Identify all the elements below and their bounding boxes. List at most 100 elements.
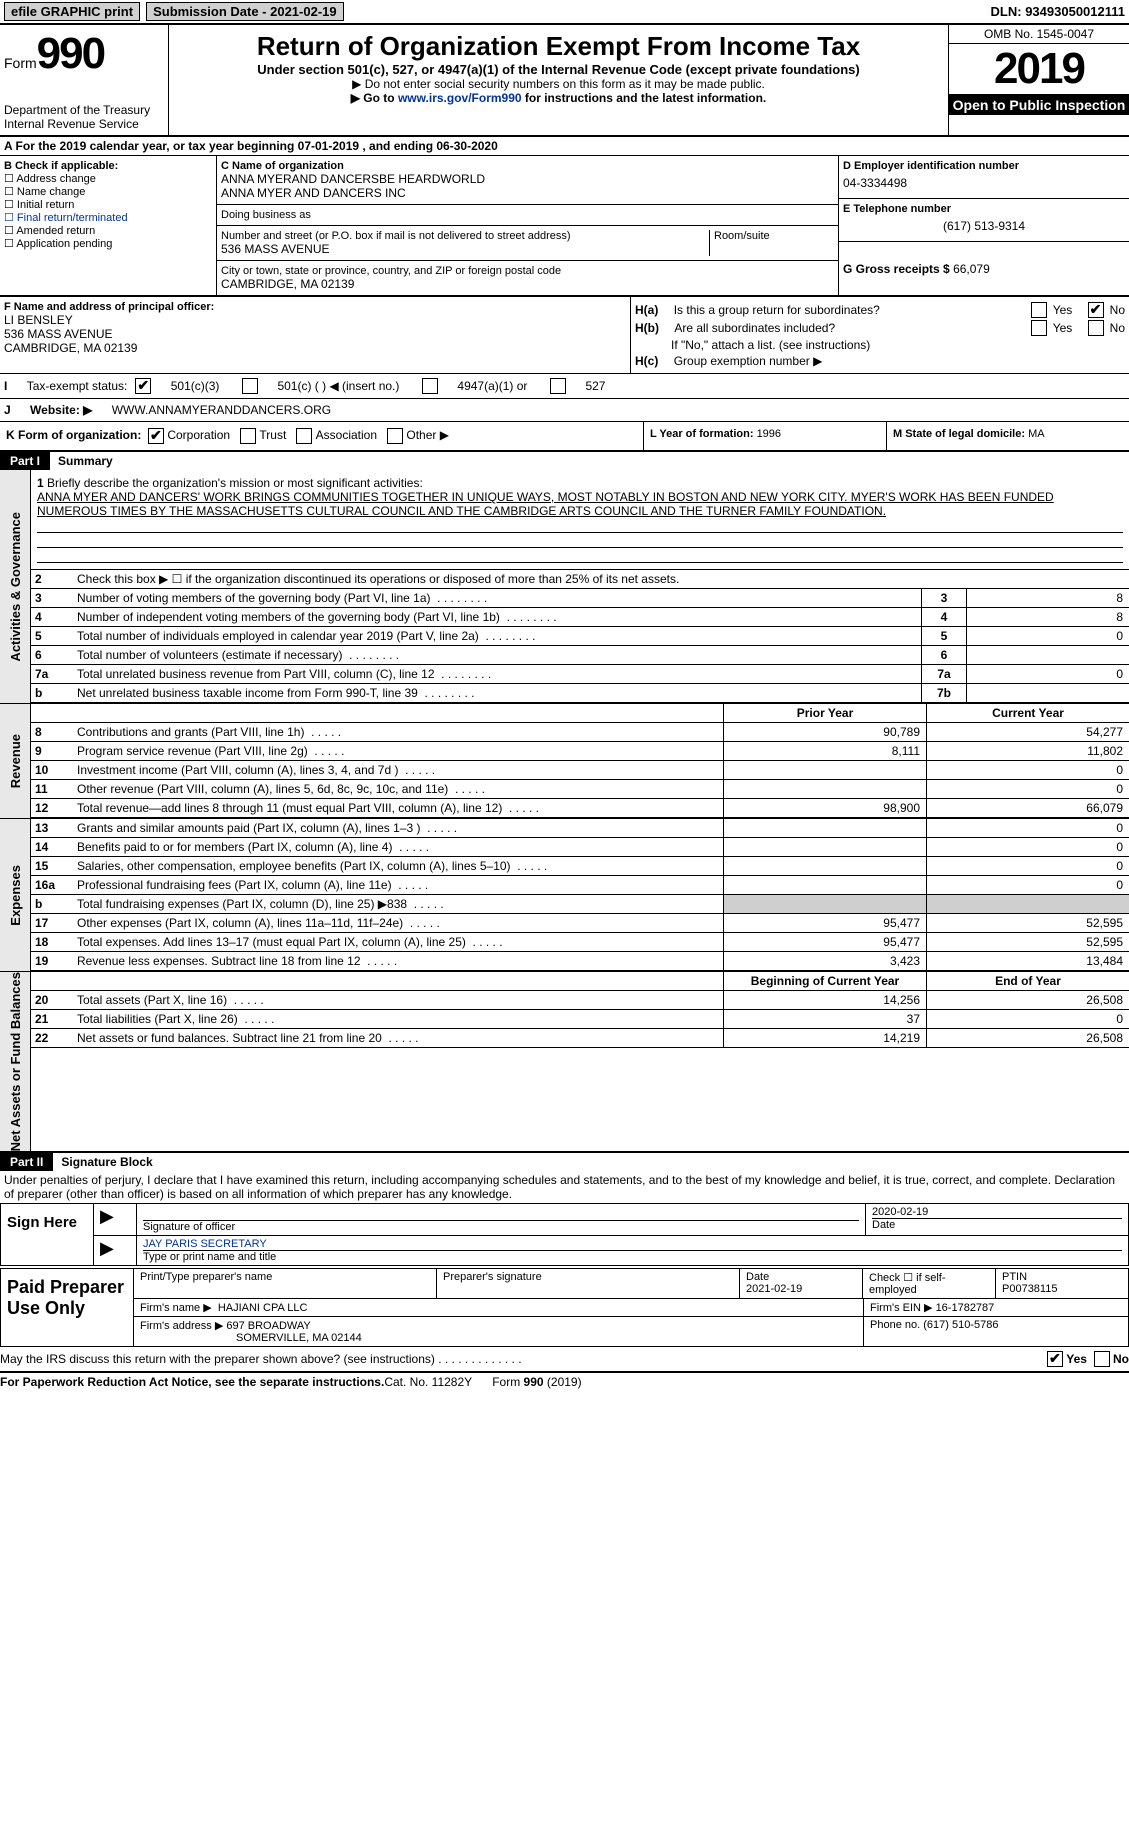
chk-4947[interactable]	[422, 378, 438, 394]
fin-line-b: bTotal fundraising expenses (Part IX, co…	[31, 895, 1129, 914]
fin-line-9: 9Program service revenue (Part VIII, lin…	[31, 742, 1129, 761]
Ha-yes[interactable]	[1031, 302, 1047, 318]
form-subtitle: Under section 501(c), 527, or 4947(a)(1)…	[175, 62, 942, 77]
dln: DLN: 93493050012111	[991, 4, 1125, 19]
section-activities-governance: Activities & Governance 1 Briefly descri…	[0, 470, 1129, 704]
sign-date: 2020-02-19	[872, 1206, 1122, 1218]
form-word: Form	[4, 55, 37, 71]
declaration-text: Under penalties of perjury, I declare th…	[0, 1171, 1129, 1203]
chk-other[interactable]	[387, 428, 403, 444]
line-KLM: K Form of organization: Corporation Trus…	[0, 422, 1129, 452]
telephone: (617) 513-9314	[843, 215, 1125, 237]
fin-line-17: 17Other expenses (Part IX, column (A), l…	[31, 914, 1129, 933]
chk-final-return[interactable]: ☐ Final return/terminated	[4, 211, 212, 224]
form-title: Return of Organization Exempt From Incom…	[175, 31, 942, 62]
column-B: B Check if applicable: ☐ Address change …	[0, 156, 217, 295]
fin-line-20: 20Total assets (Part X, line 16) . . . .…	[31, 991, 1129, 1010]
column-D: D Employer identification number 04-3334…	[839, 156, 1129, 295]
officer-city: CAMBRIDGE, MA 02139	[4, 341, 626, 355]
tax-year: 2019	[949, 44, 1129, 94]
principal-officer-H: F Name and address of principal officer:…	[0, 297, 1129, 374]
officer-printed-name: JAY PARIS SECRETARY	[143, 1238, 1122, 1250]
year-formation: 1996	[757, 428, 781, 440]
submission-date-button[interactable]: Submission Date - 2021-02-19	[146, 2, 344, 21]
fin-line-16a: 16aProfessional fundraising fees (Part I…	[31, 876, 1129, 895]
fin-line-11: 11Other revenue (Part VIII, column (A), …	[31, 780, 1129, 799]
officer-addr: 536 MASS AVENUE	[4, 327, 626, 341]
firm-ein: 16-1782787	[936, 1302, 995, 1314]
officer-name: LI BENSLEY	[4, 313, 626, 327]
dba-label: Doing business as	[221, 209, 834, 221]
Hb-yes[interactable]	[1031, 320, 1047, 336]
gov-line-5: 5Total number of individuals employed in…	[31, 627, 1129, 646]
form-page-number: Form 990 (2019)	[492, 1375, 581, 1389]
gross-receipts: 66,079	[953, 262, 990, 276]
Ha-no[interactable]	[1088, 302, 1104, 318]
fin-line-10: 10Investment income (Part VIII, column (…	[31, 761, 1129, 780]
chk-association[interactable]	[296, 428, 312, 444]
city-state-zip: CAMBRIDGE, MA 02139	[221, 277, 834, 291]
website-url: WWW.ANNAMYERANDDANCERS.ORG	[112, 403, 331, 417]
discuss-no[interactable]	[1094, 1351, 1110, 1367]
firm-phone: (617) 510-5786	[923, 1319, 998, 1331]
chk-application-pending[interactable]: ☐ Application pending	[4, 237, 212, 250]
preparer-date: 2021-02-19	[746, 1283, 802, 1295]
firm-name: HAJIANI CPA LLC	[218, 1302, 308, 1314]
legal-domicile: MA	[1028, 428, 1045, 440]
line-J-website: J Website: ▶ WWW.ANNAMYERANDDANCERS.ORG	[0, 399, 1129, 422]
chk-name-change[interactable]: ☐ Name change	[4, 185, 212, 198]
section-revenue: Revenue Prior Year Current Year 8Contrib…	[0, 704, 1129, 819]
section-expenses: Expenses 13Grants and similar amounts pa…	[0, 819, 1129, 972]
fin-line-14: 14Benefits paid to or for members (Part …	[31, 838, 1129, 857]
Hb-no[interactable]	[1088, 320, 1104, 336]
line-I-tax-exempt: I Tax-exempt status: 501(c)(3) 501(c) ( …	[0, 374, 1129, 399]
street-address: 536 MASS AVENUE	[221, 242, 709, 256]
firm-address: 697 BROADWAY	[226, 1320, 310, 1332]
form-header: Form990 Department of the Treasury Inter…	[0, 25, 1129, 137]
submission-date-value: 2021-02-19	[270, 4, 337, 19]
open-to-public: Open to Public Inspection	[949, 94, 1129, 115]
chk-amended-return[interactable]: ☐ Amended return	[4, 224, 212, 237]
signature-of-officer-label: Signature of officer	[143, 1220, 859, 1233]
chk-self-employed[interactable]: Check ☐ if self-employed	[863, 1269, 996, 1298]
efile-print-button[interactable]: efile GRAPHIC print	[4, 2, 140, 21]
chk-527[interactable]	[550, 378, 566, 394]
room-suite-label: Room/suite	[714, 230, 834, 242]
fin-line-12: 12Total revenue—add lines 8 through 11 (…	[31, 799, 1129, 818]
note-ssn: ▶ Do not enter social security numbers o…	[175, 77, 942, 91]
fin-line-13: 13Grants and similar amounts paid (Part …	[31, 819, 1129, 838]
fin-line-15: 15Salaries, other compensation, employee…	[31, 857, 1129, 876]
gov-line-b: bNet unrelated business taxable income f…	[31, 684, 1129, 703]
chk-trust[interactable]	[240, 428, 256, 444]
gov-line-6: 6Total number of volunteers (estimate if…	[31, 646, 1129, 665]
omb-number: OMB No. 1545-0047	[949, 25, 1129, 44]
top-bar: efile GRAPHIC print Submission Date - 20…	[0, 0, 1129, 25]
irs-link[interactable]: www.irs.gov/Form990	[398, 91, 522, 105]
chk-501c3[interactable]	[135, 378, 151, 394]
gov-line-7a: 7aTotal unrelated business revenue from …	[31, 665, 1129, 684]
chk-address-change[interactable]: ☐ Address change	[4, 172, 212, 185]
fin-line-21: 21Total liabilities (Part X, line 26) . …	[31, 1010, 1129, 1029]
fin-line-18: 18Total expenses. Add lines 13–17 (must …	[31, 933, 1129, 952]
org-name: ANNA MYERAND DANCERSBE HEARDWORLD ANNA M…	[221, 172, 834, 200]
ein: 04-3334498	[843, 172, 1125, 194]
line-A-tax-year: A For the 2019 calendar year, or tax yea…	[0, 137, 1129, 156]
form-number: 990	[37, 29, 104, 78]
discuss-yes[interactable]	[1047, 1351, 1063, 1367]
gov-line-3: 3Number of voting members of the governi…	[31, 589, 1129, 608]
info-block-BCD: B Check if applicable: ☐ Address change …	[0, 156, 1129, 297]
section-net-assets: Net Assets or Fund Balances Beginning of…	[0, 972, 1129, 1153]
mission-text: ANNA MYER AND DANCERS' WORK BRINGS COMMU…	[37, 490, 1054, 518]
column-C: C Name of organization ANNA MYERAND DANC…	[217, 156, 839, 295]
chk-501c[interactable]	[242, 378, 258, 394]
chk-initial-return[interactable]: ☐ Initial return	[4, 198, 212, 211]
part-I-header: Part I Summary	[0, 452, 1129, 470]
submission-date-label: Submission Date -	[153, 4, 270, 19]
note-link: ▶ Go to www.irs.gov/Form990 for instruct…	[175, 91, 942, 105]
chk-corporation[interactable]	[148, 428, 164, 444]
discuss-row: May the IRS discuss this return with the…	[0, 1347, 1129, 1371]
fin-line-22: 22Net assets or fund balances. Subtract …	[31, 1029, 1129, 1048]
catalog-number: Cat. No. 11282Y	[384, 1375, 472, 1389]
fin-line-19: 19Revenue less expenses. Subtract line 1…	[31, 952, 1129, 971]
firm-city: SOMERVILLE, MA 02144	[140, 1332, 362, 1344]
